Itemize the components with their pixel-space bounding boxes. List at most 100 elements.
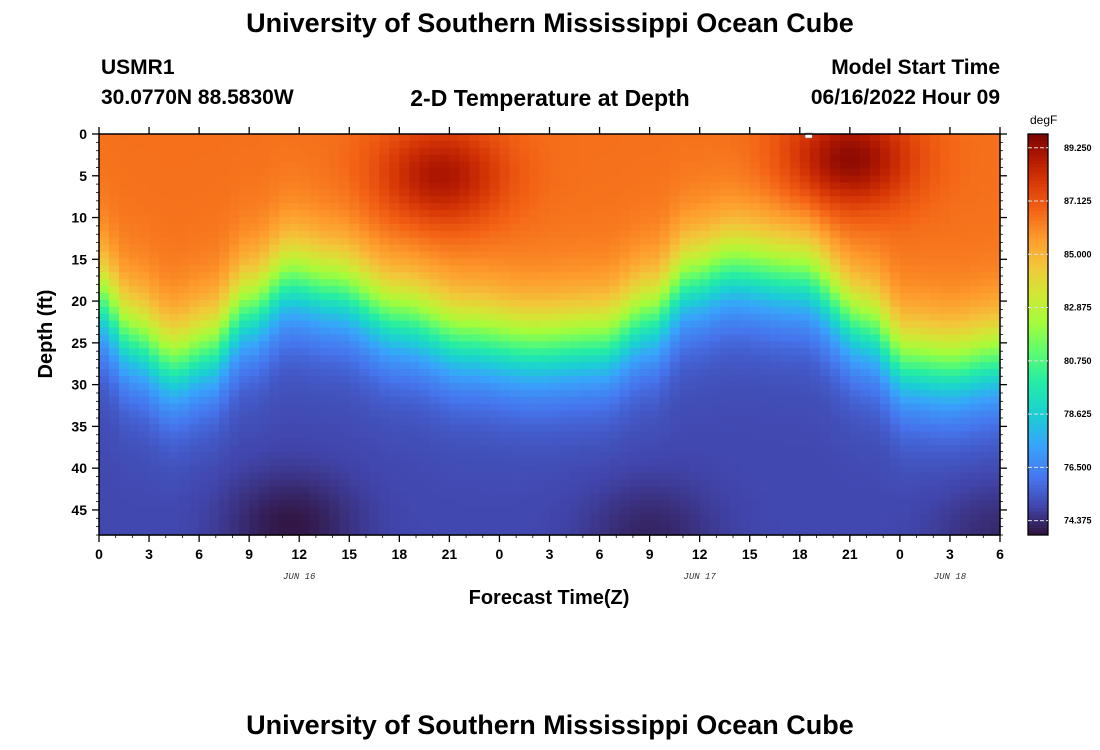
heatmap-cell: [329, 458, 340, 467]
heatmap-cell: [829, 299, 841, 308]
heatmap-cell: [319, 521, 330, 529]
heatmap-cell: [529, 223, 541, 232]
heatmap-cell: [879, 521, 891, 529]
heatmap-cell: [569, 514, 581, 522]
heatmap-cell: [629, 424, 641, 432]
heatmap-cell: [499, 196, 511, 204]
heatmap-cell: [939, 431, 951, 439]
heatmap-cell: [609, 244, 621, 253]
heatmap-cell: [389, 182, 400, 190]
heatmap-cell: [659, 154, 671, 163]
heatmap-cell: [939, 258, 951, 266]
heatmap-cell: [839, 196, 851, 204]
heatmap-cell: [769, 465, 781, 474]
heatmap-cell: [369, 458, 380, 467]
heatmap-cell: [299, 140, 310, 149]
heatmap-cell: [729, 486, 741, 495]
heatmap-cell: [429, 493, 440, 502]
heatmap-cell: [759, 258, 771, 266]
heatmap-cell: [849, 486, 861, 495]
heatmap-cell: [789, 216, 801, 225]
heatmap-cell: [789, 424, 801, 432]
heatmap-cell: [779, 230, 791, 239]
heatmap-cell: [299, 348, 310, 356]
heatmap-cell: [889, 355, 901, 363]
heatmap-cell: [289, 341, 300, 349]
heatmap-cell: [889, 417, 901, 425]
heatmap-cell: [169, 341, 180, 349]
heatmap-cell: [229, 293, 240, 301]
heatmap-cell: [489, 521, 501, 529]
heatmap-cell: [789, 382, 801, 391]
heatmap-cell: [559, 265, 571, 273]
heatmap-cell: [309, 417, 320, 425]
heatmap-cell: [939, 493, 951, 502]
heatmap-cell: [279, 369, 290, 377]
heatmap-cell: [779, 362, 791, 370]
heatmap-cell: [519, 389, 531, 398]
heatmap-cell: [179, 396, 190, 405]
heatmap-cell: [299, 320, 310, 329]
heatmap-cell: [359, 438, 370, 446]
heatmap-cell: [329, 216, 340, 225]
heatmap-cell: [629, 244, 641, 253]
heatmap-cell: [469, 272, 481, 280]
heatmap-cell: [319, 313, 330, 322]
heatmap-cell: [789, 140, 801, 149]
heatmap-cell: [629, 147, 641, 156]
heatmap-cell: [509, 237, 521, 246]
heatmap-cell: [389, 458, 400, 467]
heatmap-cell: [489, 210, 501, 218]
heatmap-cell: [169, 410, 180, 419]
heatmap-cell: [819, 230, 831, 239]
heatmap-cell: [789, 514, 801, 522]
heatmap-cell: [689, 147, 701, 156]
heatmap-cell: [849, 182, 861, 190]
heatmap-cell: [469, 500, 481, 508]
heatmap-cell: [169, 528, 180, 536]
heatmap-cell: [879, 161, 891, 170]
heatmap-cell: [259, 514, 270, 522]
heatmap-cell: [499, 140, 511, 149]
heatmap-cell: [899, 327, 911, 336]
heatmap-cell: [259, 500, 270, 508]
heatmap-cell: [369, 147, 380, 156]
heatmap-cell: [779, 203, 791, 211]
heatmap-cell: [769, 223, 781, 232]
heatmap-cell: [429, 334, 440, 343]
heatmap-cell: [229, 175, 240, 183]
heatmap-cell: [429, 320, 440, 329]
heatmap-cell: [339, 424, 350, 432]
heatmap-cell: [729, 299, 741, 308]
heatmap-cell: [909, 341, 921, 349]
heatmap-cell: [409, 493, 420, 502]
heatmap-cell: [779, 431, 791, 439]
heatmap-cell: [209, 479, 220, 488]
heatmap-cell: [719, 299, 731, 308]
heatmap-cell: [159, 403, 170, 412]
heatmap-cell: [159, 203, 170, 211]
heatmap-cell: [479, 389, 491, 398]
heatmap-cell: [129, 493, 140, 502]
heatmap-cell: [909, 507, 921, 515]
heatmap-cell: [689, 521, 701, 529]
heatmap-cell: [409, 500, 420, 508]
heatmap-cell: [99, 175, 110, 183]
heatmap-cell: [359, 479, 370, 488]
heatmap-cell: [649, 438, 661, 446]
heatmap-cell: [619, 154, 631, 163]
heatmap-cell: [339, 528, 350, 536]
heatmap-cell: [799, 507, 811, 515]
heatmap-cell: [839, 479, 851, 488]
heatmap-cell: [299, 521, 310, 529]
heatmap-cell: [569, 251, 581, 260]
heatmap-cell: [809, 230, 821, 239]
heatmap-cell: [649, 382, 661, 391]
heatmap-cell: [579, 293, 591, 301]
heatmap-cell: [709, 272, 721, 280]
heatmap-cell: [209, 134, 220, 142]
heatmap-cell: [229, 286, 240, 294]
heatmap-cell: [389, 375, 400, 384]
heatmap-cell: [769, 417, 781, 425]
heatmap-cell: [589, 465, 601, 474]
